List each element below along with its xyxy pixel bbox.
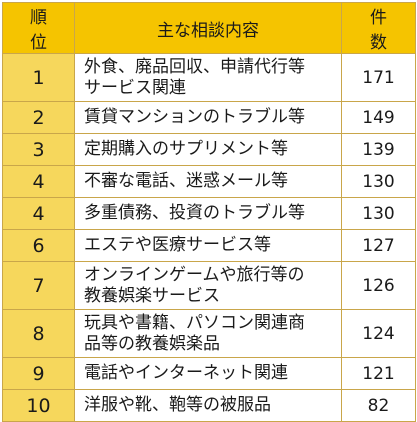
rank-cell: 8 xyxy=(2,309,75,358)
count-cell: 121 xyxy=(341,357,416,390)
table-row: 6 エステや医療サービス等 127 xyxy=(2,229,416,262)
topic-line: 玩具や書籍、パソコン関連商 xyxy=(84,312,305,333)
table-row: 7 オンラインゲームや旅行等の 教養娯楽サービス 126 xyxy=(2,261,416,310)
topic-line: 不審な電話、迷惑メール等 xyxy=(84,171,288,191)
table-row: 4 不審な電話、迷惑メール等 130 xyxy=(2,165,416,198)
topic-cell: 玩具や書籍、パソコン関連商 品等の教養娯楽品 xyxy=(74,309,342,358)
count-cell: 130 xyxy=(341,197,416,230)
rank-cell: 4 xyxy=(2,197,75,230)
rank-cell: 1 xyxy=(2,53,75,102)
topic-cell: 外食、廃品回収、申請代行等 サービス関連 xyxy=(74,53,342,102)
topic-cell: オンラインゲームや旅行等の 教養娯楽サービス xyxy=(74,261,342,310)
table-row: 3 定期購入のサプリメント等 139 xyxy=(2,133,416,166)
table-row: 4 多重債務、投資のトラブル等 130 xyxy=(2,197,416,230)
topic-cell: 洋服や靴、鞄等の被服品 xyxy=(74,389,342,422)
count-cell: 171 xyxy=(341,53,416,102)
topic-line: サービス関連 xyxy=(84,77,186,98)
header-topic: 主な相談内容 xyxy=(74,2,342,54)
table-row: 2 賃貸マンションのトラブル等 149 xyxy=(2,101,416,134)
count-cell: 149 xyxy=(341,101,416,134)
table-body: 1 外食、廃品回収、申請代行等 サービス関連 171 2 賃貸マンションのトラブル… xyxy=(2,53,416,422)
topic-line: オンラインゲームや旅行等の xyxy=(84,264,305,285)
header-rank: 順 位 xyxy=(2,2,75,54)
topic-line: 賃貸マンションのトラブル等 xyxy=(84,107,305,127)
rank-cell: 9 xyxy=(2,357,75,390)
count-cell: 82 xyxy=(341,389,416,422)
topic-line: 教養娯楽サービス xyxy=(84,285,220,306)
count-cell: 124 xyxy=(341,309,416,358)
table-header-row: 順 位 主な相談内容 件 数 xyxy=(2,2,416,54)
topic-cell: 賃貸マンションのトラブル等 xyxy=(74,101,342,134)
rank-cell: 10 xyxy=(2,389,75,422)
count-cell: 127 xyxy=(341,229,416,262)
table-row: 9 電話やインターネット関連 121 xyxy=(2,357,416,390)
topic-line: 定期購入のサプリメント等 xyxy=(84,139,288,159)
topic-cell: 多重債務、投資のトラブル等 xyxy=(74,197,342,230)
topic-cell: 不審な電話、迷惑メール等 xyxy=(74,165,342,198)
topic-line: 外食、廃品回収、申請代行等 xyxy=(84,56,305,77)
count-cell: 130 xyxy=(341,165,416,198)
rank-cell: 3 xyxy=(2,133,75,166)
rank-cell: 6 xyxy=(2,229,75,262)
rank-cell: 7 xyxy=(2,261,75,310)
table-row: 8 玩具や書籍、パソコン関連商 品等の教養娯楽品 124 xyxy=(2,309,416,358)
count-cell: 139 xyxy=(341,133,416,166)
count-cell: 126 xyxy=(341,261,416,310)
rank-cell: 4 xyxy=(2,165,75,198)
topic-line: エステや医療サービス等 xyxy=(84,235,271,255)
topic-line: 多重債務、投資のトラブル等 xyxy=(84,203,305,223)
topic-cell: 定期購入のサプリメント等 xyxy=(74,133,342,166)
topic-line: 品等の教養娯楽品 xyxy=(84,333,220,354)
topic-line: 洋服や靴、鞄等の被服品 xyxy=(84,395,271,415)
rank-cell: 2 xyxy=(2,101,75,134)
table-row: 10 洋服や靴、鞄等の被服品 82 xyxy=(2,389,416,422)
topic-cell: 電話やインターネット関連 xyxy=(74,357,342,390)
header-count: 件 数 xyxy=(341,2,416,54)
topic-line: 電話やインターネット関連 xyxy=(84,363,288,383)
table-row: 1 外食、廃品回収、申請代行等 サービス関連 171 xyxy=(2,53,416,102)
topic-cell: エステや医療サービス等 xyxy=(74,229,342,262)
